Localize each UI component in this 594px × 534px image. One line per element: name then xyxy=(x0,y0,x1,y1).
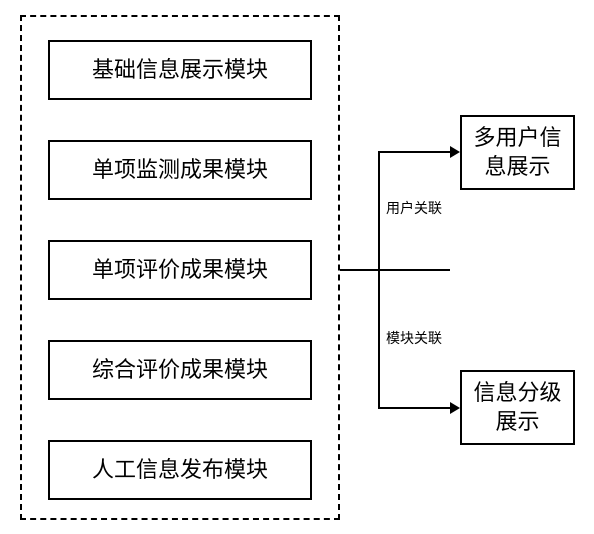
output-multiuser-display: 多用户信 息展示 xyxy=(460,115,575,190)
module-basic-info: 基础信息展示模块 xyxy=(48,40,312,100)
module-label: 人工信息发布模块 xyxy=(92,456,268,485)
output-label: 信息分级 展示 xyxy=(473,379,561,436)
arrow-to-infolevel-icon xyxy=(450,402,460,414)
connector-h-to-top xyxy=(380,151,450,153)
module-label: 基础信息展示模块 xyxy=(92,56,268,85)
output-info-level-display: 信息分级 展示 xyxy=(460,370,575,445)
connector-h-to-bottom xyxy=(380,407,450,409)
connector-h-main xyxy=(340,269,380,271)
module-single-monitor: 单项监测成果模块 xyxy=(48,140,312,200)
connector-v-trunk xyxy=(378,151,380,409)
module-label: 单项监测成果模块 xyxy=(92,156,268,185)
module-composite-eval: 综合评价成果模块 xyxy=(48,340,312,400)
module-single-eval: 单项评价成果模块 xyxy=(48,240,312,300)
module-manual-publish: 人工信息发布模块 xyxy=(48,440,312,500)
module-label: 单项评价成果模块 xyxy=(92,256,268,285)
connector-h-mid xyxy=(380,269,450,271)
output-label: 多用户信 息展示 xyxy=(473,124,561,181)
edge-label-user-assoc: 用户关联 xyxy=(386,198,442,218)
edge-label-module-assoc: 模块关联 xyxy=(386,328,442,348)
arrow-to-multiuser-icon xyxy=(450,146,460,158)
module-label: 综合评价成果模块 xyxy=(92,356,268,385)
